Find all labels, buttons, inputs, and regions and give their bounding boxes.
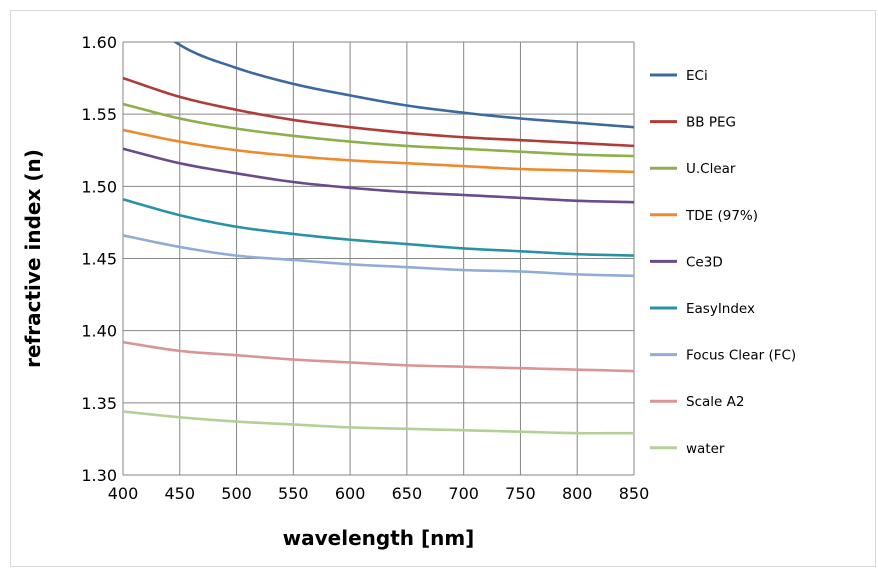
y-tick-label: 1.35 <box>81 394 117 413</box>
series-line <box>123 234 634 278</box>
x-axis-title: wavelength [nm] <box>283 526 475 550</box>
y-tick-label: 1.60 <box>81 33 117 52</box>
x-tick-label: 750 <box>505 484 536 503</box>
legend-label: ECi <box>686 68 708 84</box>
y-tick-label: 1.30 <box>81 466 117 485</box>
legend-item: EasyIndex <box>650 301 755 317</box>
x-tick-label: 700 <box>448 484 479 503</box>
series-line <box>123 198 634 257</box>
legend-label: Focus Clear (FC) <box>686 348 796 364</box>
x-tick-label: 800 <box>562 484 593 503</box>
legend-label: water <box>686 441 725 457</box>
chart-frame <box>10 10 876 567</box>
series-line <box>123 128 634 174</box>
y-tick-label: 1.50 <box>81 177 117 196</box>
y-tick-label: 1.55 <box>81 105 117 124</box>
x-tick-label: 500 <box>221 484 252 503</box>
legend-item: Scale A2 <box>650 394 744 410</box>
x-tick-labels: 400 450 500 550 600 650 700 750 800 850 <box>108 484 650 503</box>
legend-label: BB PEG <box>686 115 736 131</box>
series-line <box>123 340 634 373</box>
series-line <box>123 102 634 158</box>
x-tick-label: 850 <box>619 484 650 503</box>
series-line <box>123 76 634 148</box>
legend: ECi BB PEG U.Clear TDE (97%) Ce3D EasyIndex Fo… <box>650 68 796 457</box>
legend-item: Focus Clear (FC) <box>650 348 796 364</box>
gridlines <box>122 41 635 476</box>
x-tick-label: 450 <box>165 484 196 503</box>
legend-label: TDE (97%) <box>685 208 758 224</box>
legend-item: ECi <box>650 68 708 84</box>
legend-item: TDE (97%) <box>650 208 758 224</box>
legend-item: water <box>650 441 725 457</box>
x-tick-label: 550 <box>278 484 309 503</box>
series-line <box>123 147 634 204</box>
x-tick-label: 600 <box>335 484 366 503</box>
legend-label: EasyIndex <box>686 301 755 317</box>
series-lines <box>123 42 634 435</box>
legend-label: Ce3D <box>686 254 723 270</box>
x-tick-label: 400 <box>108 484 139 503</box>
series-line <box>123 410 634 435</box>
legend-label: U.Clear <box>686 161 736 177</box>
x-tick-label: 650 <box>392 484 423 503</box>
y-tick-labels: 1.30 1.35 1.40 1.45 1.50 1.55 1.60 <box>81 33 117 485</box>
legend-item: BB PEG <box>650 115 736 131</box>
series-line <box>172 42 634 129</box>
y-tick-label: 1.45 <box>81 250 117 269</box>
y-tick-label: 1.40 <box>81 322 117 341</box>
legend-item: Ce3D <box>650 254 723 270</box>
legend-item: U.Clear <box>650 161 736 177</box>
legend-label: Scale A2 <box>686 394 744 410</box>
y-axis-title: refractive index (n) <box>21 149 45 368</box>
